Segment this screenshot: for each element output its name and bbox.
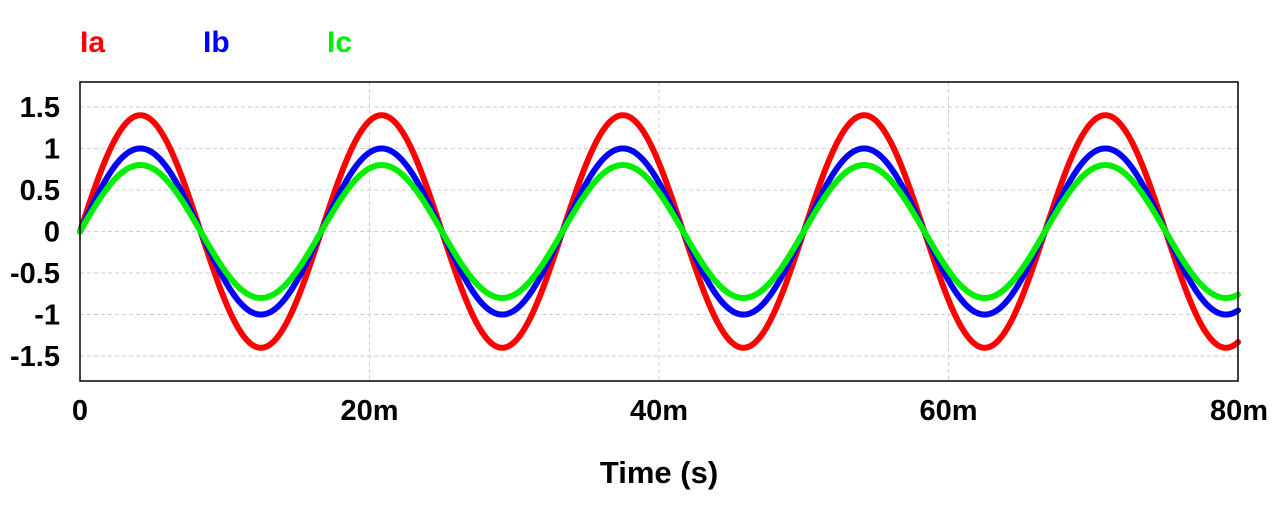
legend-ib: Ib [203,26,230,59]
y-tick-label: 1 [44,133,60,165]
y-tick-label: 0 [44,217,60,249]
x-tick-label: 0 [72,395,88,427]
y-tick-labels: 1.5 1 0.5 0 -0.5 -1 -1.5 [10,92,60,373]
x-tick-label: 60m [919,395,977,427]
grid [79,82,1239,381]
x-tick-label: 80m [1210,395,1268,427]
x-axis-title: Time (s) [600,455,718,490]
x-tick-labels: 0 20m 40m 60m 80m [72,395,1268,427]
series-line-ic [77,162,1241,301]
legend-ic: Ic [327,26,352,59]
plot-frame [79,81,1239,382]
series-lines [77,112,1241,351]
y-tick-label: 0.5 [20,175,60,207]
y-tick-label: -1 [34,300,60,332]
y-tick-label: -0.5 [10,258,60,290]
x-tick-label: 40m [630,395,688,427]
y-tick-label: -1.5 [10,341,60,373]
y-tick-label: 1.5 [20,92,60,124]
legend-ia: Ia [80,26,105,59]
x-tick-label: 20m [340,395,398,427]
legend: Ia Ib Ic [80,26,352,59]
